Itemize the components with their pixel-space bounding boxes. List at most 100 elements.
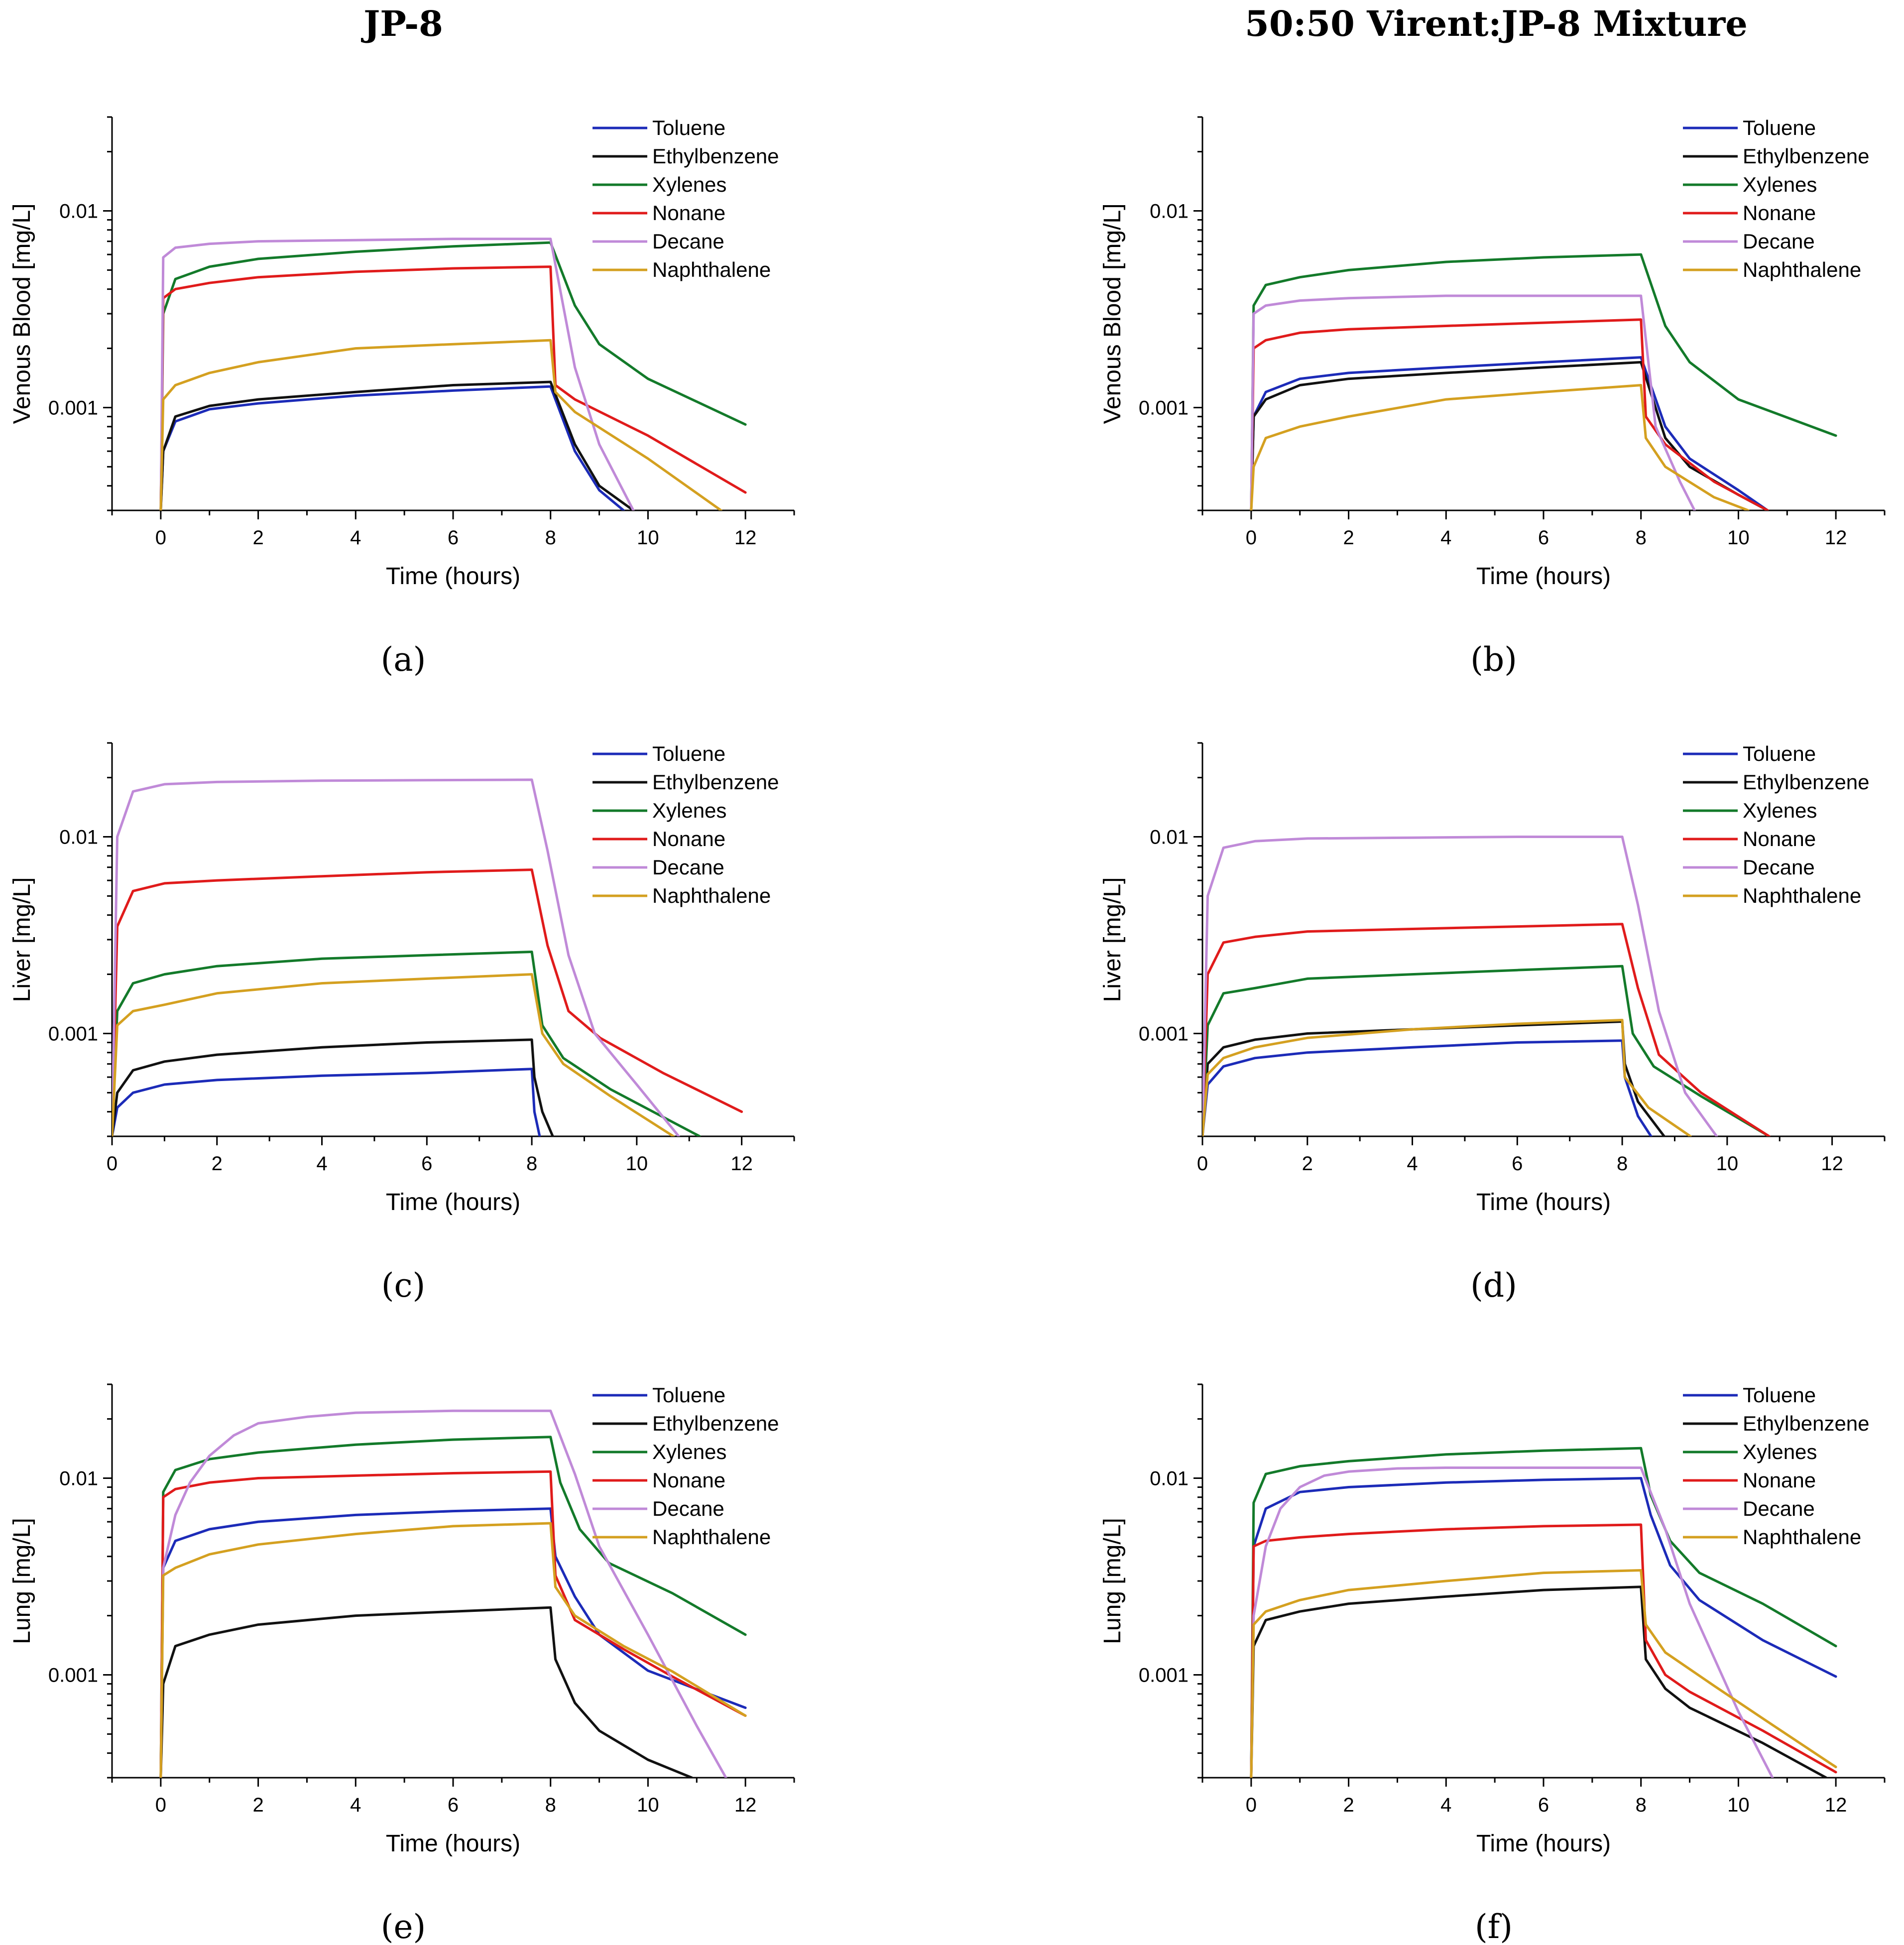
panel-e-xtick-label: 2 [252,1794,263,1816]
panel-b-legend-label-nonane: Nonane [1743,201,1816,225]
panel-c-legend-label-toluene: Toluene [652,742,725,765]
panel-e-ytick-label: 0.01 [59,1467,98,1489]
panel-a-legend-label-decane: Decane [652,230,724,253]
column-title-jp8: JP-8 [360,3,443,44]
panel-d-caption: (d) [1470,1266,1517,1305]
panel-d-legend-label-nonane: Nonane [1743,827,1816,851]
panel-c-series-toluene [112,1068,541,1136]
panel-a-legend-label-xylenes: Xylenes [652,173,726,196]
panel-a-xtick-label: 2 [252,527,263,549]
panel-f-series-nonane [1250,1523,1837,1778]
panel-a-xtick-label: 6 [448,527,459,549]
panel-f-legend-label-nonane: Nonane [1743,1468,1816,1492]
panel-c-xlabel: Time (hours) [386,1189,520,1216]
panel-e-caption: (e) [381,1908,426,1945]
panel-f-xlabel: Time (hours) [1476,1830,1611,1857]
panel-f-series-ethylbenzene [1250,1585,1828,1778]
panel-d-legend-label-naphthalene: Naphthalene [1743,884,1861,907]
panel-a-caption: (a) [381,640,426,679]
panel-c-xtick-label: 8 [526,1153,537,1175]
panel-f-xtick-label: 2 [1343,1794,1354,1816]
panel-d-xtick-label: 12 [1821,1153,1843,1175]
panel-a-series-ethylbenzene [159,380,635,510]
panel-c-series-nonane [112,868,743,1136]
panel-b: 0 2 4 6 8 10 12 0.001 0.01 Time (hours) Venous Blo… [1099,116,1886,679]
panel-a-series-naphthalene [159,339,722,510]
panel-e-series-ethylbenzene [159,1606,693,1778]
panel-b-series-toluene [1250,356,1769,510]
panel-e-ylabel: Lung [mg/L] [9,1518,35,1644]
panel-b-legend-label-xylenes: Xylenes [1743,173,1817,196]
panel-d-xtick-label: 4 [1407,1153,1418,1175]
panel-e: 0 2 4 6 8 10 12 0.001 0.01 Time (hours) Lung [mg/L… [9,1383,795,1945]
panel-b-ylabel: Venous Blood [mg/L] [1099,204,1126,424]
panel-a: 0 2 4 6 8 10 12 0.001 0.01 Time (hours) Venous Blo… [9,116,795,679]
panel-f-xtick-label: 4 [1440,1794,1451,1816]
panel-c-caption: (c) [381,1266,425,1305]
panel-c-series-decane [112,778,680,1136]
panel-f-ytick-label: 0.001 [1139,1664,1189,1686]
panel-c-xtick-label: 2 [212,1153,223,1175]
panel-d-ytick-label: 0.001 [1139,1023,1189,1045]
panel-a-series-xylenes [159,241,747,510]
panel-e-legend-label-toluene: Toluene [652,1383,725,1407]
panel-c-ytick-label: 0.001 [48,1023,98,1045]
panel-d-series-xylenes [1202,965,1771,1136]
panel-f-xtick-label: 6 [1538,1794,1549,1816]
panel-f-legend-label-xylenes: Xylenes [1743,1440,1817,1463]
panel-e-xlabel: Time (hours) [386,1830,520,1857]
panel-a-xtick-label: 10 [637,527,659,549]
panel-e-legend-label-nonane: Nonane [652,1468,725,1492]
panel-e-ytick-label: 0.001 [48,1664,98,1686]
panel-e-xtick-label: 0 [155,1794,166,1816]
panel-c-series-naphthalene [112,973,675,1136]
panel-f-legend-label-toluene: Toluene [1743,1383,1816,1407]
panel-e-xtick-label: 4 [350,1794,361,1816]
panel-c-legend-label-naphthalene: Naphthalene [652,884,771,907]
panel-e-legend-label-decane: Decane [652,1497,724,1520]
panel-a-series-decane [159,238,635,510]
panel-c-series-ethylbenzene [112,1038,554,1136]
panel-f-series-xylenes [1250,1447,1837,1778]
panel-d-xtick-label: 10 [1716,1153,1739,1175]
panel-d-xlabel: Time (hours) [1476,1189,1611,1216]
panel-a-series-toluene [159,385,625,510]
panel-d-xtick-label: 0 [1197,1153,1208,1175]
panel-b-xtick-label: 4 [1440,527,1451,549]
panel-f-xtick-label: 10 [1727,1794,1750,1816]
panel-c-ytick-label: 0.01 [59,826,98,848]
panel-b-series-ethylbenzene [1250,361,1769,510]
panel-a-ytick-label: 0.01 [59,200,98,222]
panel-a-ytick-label: 0.001 [48,397,98,419]
panel-a-xtick-label: 12 [734,527,757,549]
panel-f-xtick-label: 0 [1246,1794,1257,1816]
panel-b-xtick-label: 10 [1727,527,1750,549]
panel-a-xtick-label: 4 [350,527,361,549]
panel-f-caption: (f) [1475,1908,1513,1945]
panel-f-series-decane [1250,1466,1774,1778]
panel-e-series-decane [159,1409,727,1778]
panel-b-xtick-label: 2 [1343,527,1354,549]
panel-c-xtick-label: 4 [316,1153,327,1175]
panel-a-legend-label-ethylbenzene: Ethylbenzene [652,144,779,168]
panel-f-legend-label-naphthalene: Naphthalene [1743,1525,1861,1549]
panel-a-series-nonane [159,265,747,510]
panel-d-series-toluene [1202,1039,1653,1136]
panel-f-series-naphthalene [1250,1569,1837,1778]
panel-b-xtick-label: 0 [1246,527,1257,549]
panel-c-xtick-label: 12 [730,1153,753,1175]
panel-b-legend-label-decane: Decane [1743,230,1815,253]
panel-e-xtick-label: 12 [734,1794,757,1816]
panel-f-legend-label-ethylbenzene: Ethylbenzene [1743,1412,1870,1435]
panel-d-legend-label-xylenes: Xylenes [1743,799,1817,822]
panel-b-series-xylenes [1250,253,1837,510]
panel-d-xtick-label: 8 [1617,1153,1628,1175]
panel-e-xtick-label: 10 [637,1794,659,1816]
panel-d-legend-label-toluene: Toluene [1743,742,1816,765]
panel-e-series-nonane [159,1470,747,1778]
panel-d-ylabel: Liver [mg/L] [1099,877,1126,1002]
panel-e-legend-label-naphthalene: Naphthalene [652,1525,771,1549]
panel-b-caption: (b) [1470,640,1517,679]
panel-a-legend-label-nonane: Nonane [652,201,725,225]
panel-b-legend-label-ethylbenzene: Ethylbenzene [1743,144,1870,168]
